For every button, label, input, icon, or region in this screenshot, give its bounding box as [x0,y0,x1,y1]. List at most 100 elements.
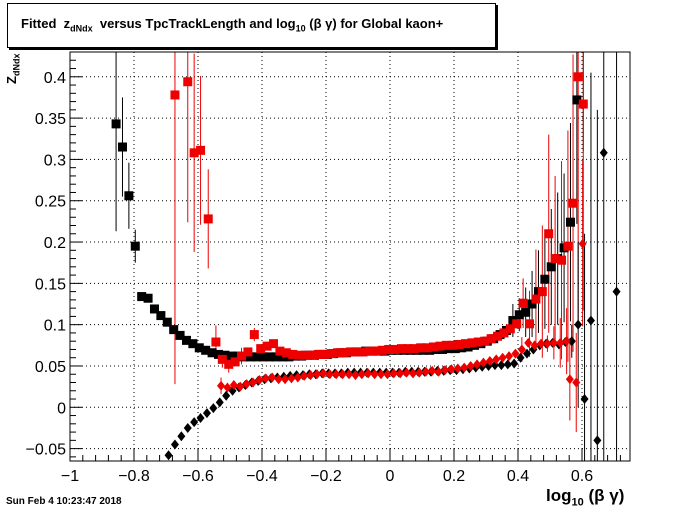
diamond-marker [503,359,512,370]
axis-ticks: −1 −0.8 −0.6 −0.4 −0.2 0 0.2 0.4 0.6 −0.05 0 0.05 0.… [26,51,621,485]
diamond-marker [522,348,531,359]
diamond-marker [505,351,514,362]
square-marker [313,349,323,359]
square-marker [467,338,477,348]
x-axis-label: log10 (β γ) [546,486,624,508]
diamond-marker [473,359,482,370]
diamond-marker [229,379,238,390]
square-marker [352,347,362,357]
square-marker [162,317,172,327]
square-marker [256,344,266,354]
square-marker [258,352,268,362]
y-tick-label: 0.4 [44,70,66,87]
timestamp: Sun Feb 4 10:23:47 2018 [6,496,122,507]
chart-title: Fitted zdNdx versus TpcTrackLength and l… [21,16,443,34]
square-marker [201,345,211,355]
diamond-marker [612,286,621,297]
square-marker [149,304,159,314]
square-marker [384,344,394,354]
square-marker [527,299,537,309]
square-marker [429,342,439,352]
diamond-marker [511,348,520,359]
x-axis-label-main: log [546,486,572,505]
x-tick-label: −0.4 [246,468,278,485]
square-marker [565,217,575,227]
y-tick-label: 0.3 [44,152,66,169]
diamond-marker [242,379,251,390]
square-marker [493,331,503,341]
square-marker [213,349,223,359]
diamond-marker [383,369,392,380]
square-marker [499,328,509,338]
square-marker [271,352,281,362]
square-marker [550,254,560,264]
diamond-marker [549,337,558,348]
diamond-marker [572,377,581,388]
diamond-marker [345,369,354,380]
square-marker [557,255,567,265]
square-marker [326,349,336,359]
diamond-marker [377,369,386,380]
diamond-marker [364,368,373,379]
title-z-sub: dNdx [70,23,93,34]
y-tick-label: 0.2 [44,235,66,252]
diamond-marker [485,356,494,367]
square-marker [188,339,198,349]
square-marker [345,347,355,357]
diamond-marker [223,382,232,393]
error-bars [115,52,618,461]
square-marker [397,344,407,354]
diamond-marker [222,390,231,401]
diamond-marker [460,362,469,373]
square-marker [207,348,217,358]
diamond-marker [479,357,488,368]
x-tick-label: 0 [386,468,395,485]
square-marker [544,229,554,239]
diamond-marker [170,439,179,450]
square-marker [137,292,147,302]
x-tick-label: −0.2 [310,468,342,485]
square-marker [281,348,291,358]
diamond-marker [319,368,328,379]
square-marker [563,241,573,251]
square-marker [217,354,227,364]
x-tick-label: 0.4 [507,468,529,485]
x-tick-label: −0.8 [118,468,150,485]
square-marker [568,198,578,208]
y-tick-label: −0.05 [26,442,67,459]
diamond-marker [497,360,506,371]
diamond-marker [574,319,583,330]
square-marker [237,351,247,361]
square-marker [461,339,471,349]
square-marker [111,119,121,129]
y-axis-label: ZdNdx [4,54,22,84]
diamond-marker [281,374,290,385]
diamond-marker [543,338,552,349]
diamond-marker [516,352,525,363]
square-marker [333,348,343,358]
square-marker [578,99,588,109]
plot-frame-rect [69,51,631,462]
square-marker [390,344,400,354]
diamond-marker [236,381,245,392]
square-marker [156,311,166,321]
square-marker [143,293,153,303]
title-log-sub: 10 [295,23,306,34]
diamond-marker [530,340,539,351]
diamond-marker [370,369,379,380]
grid-lines [69,52,630,461]
diamond-marker [447,364,456,375]
y-tick-label: 0.1 [44,318,66,335]
square-marker [170,90,180,100]
square-marker [512,319,522,329]
diamond-marker [351,370,360,381]
square-marker [230,357,240,367]
square-marker [301,350,311,360]
square-marker [409,344,419,354]
diamond-marker [389,368,398,379]
square-marker [572,95,582,105]
data-points [111,72,621,461]
square-marker [203,214,213,224]
square-marker [245,352,255,362]
diamond-marker [313,369,322,380]
